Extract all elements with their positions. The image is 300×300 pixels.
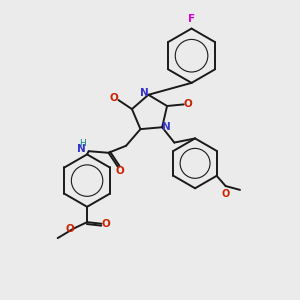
- Text: F: F: [188, 14, 195, 24]
- Text: H: H: [80, 139, 86, 148]
- Text: O: O: [101, 219, 110, 229]
- Text: N: N: [77, 144, 86, 154]
- Text: N: N: [140, 88, 148, 98]
- Text: O: O: [110, 93, 118, 103]
- Text: O: O: [115, 166, 124, 176]
- Text: O: O: [222, 189, 230, 199]
- Text: O: O: [65, 224, 74, 233]
- Text: O: O: [184, 99, 193, 110]
- Text: N: N: [162, 122, 171, 132]
